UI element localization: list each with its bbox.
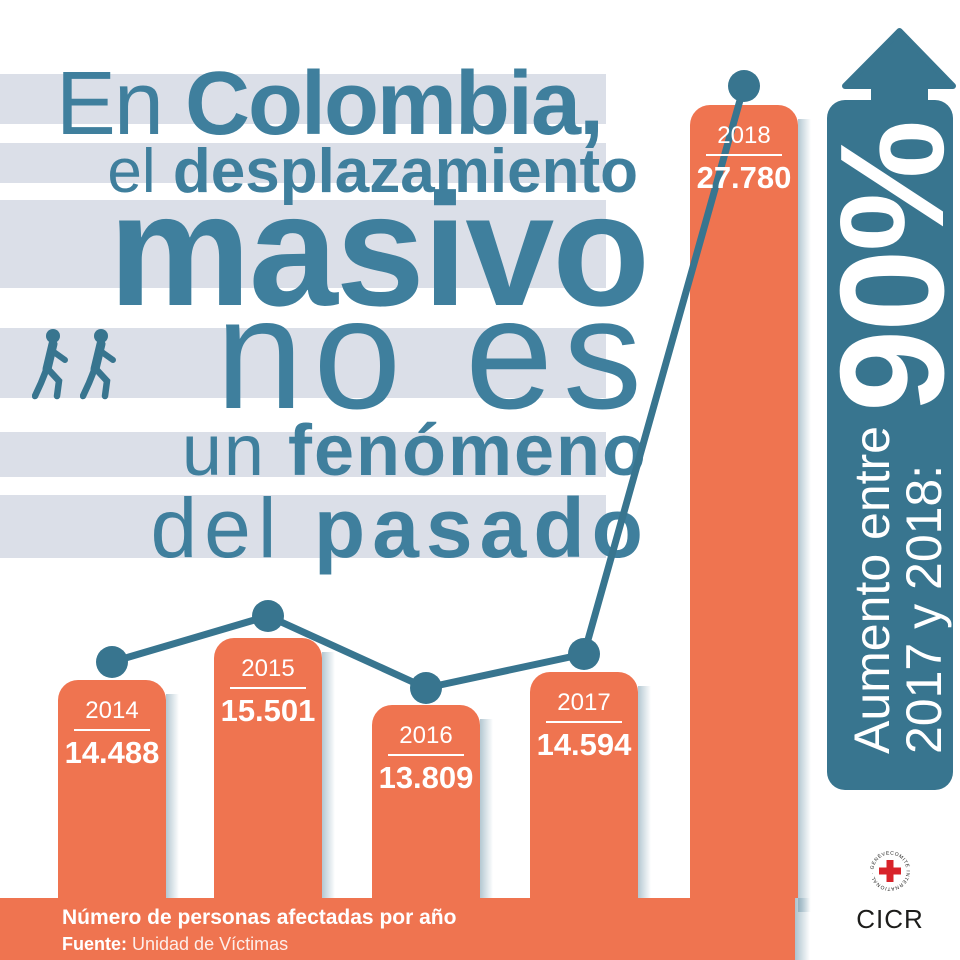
increase-annotation-label: Aumento entre 2017 y 2018: bbox=[844, 426, 952, 754]
red-cross-emblem-icon: COMITÉ INTERNATIONAL · GENÈVE · bbox=[849, 841, 911, 892]
bar-label-2017: 2017 14.594 bbox=[536, 689, 632, 762]
bar-2016 bbox=[372, 705, 493, 912]
headline-line-1: En Colombia, bbox=[55, 54, 604, 154]
cicr-logo: COMITÉ INTERNATIONAL · GENÈVE · CICR bbox=[849, 841, 930, 935]
bar-label-2015: 2015 15.501 bbox=[220, 655, 316, 728]
increase-annotation: Aumento entre 2017 y 2018: 90% bbox=[810, 100, 960, 790]
source-value: Unidad de Víctimas bbox=[132, 934, 289, 954]
bar-2017 bbox=[530, 672, 651, 912]
chart-caption: Número de personas afectadas por año bbox=[62, 906, 457, 929]
dot-2017 bbox=[568, 638, 600, 670]
dot-2014 bbox=[96, 646, 128, 678]
walking-person-icon bbox=[32, 329, 68, 400]
increase-annotation-value: 90% bbox=[810, 121, 960, 413]
dot-2016 bbox=[410, 672, 442, 704]
bar-label-2016: 2016 13.809 bbox=[378, 722, 474, 795]
headline-line-6: del pasado bbox=[150, 481, 650, 575]
walking-people-icon bbox=[32, 328, 120, 402]
bar-label-2014: 2014 14.488 bbox=[64, 697, 160, 770]
dot-2018 bbox=[728, 70, 760, 102]
chart-source: Fuente: Unidad de Víctimas bbox=[62, 934, 288, 955]
bar-2018 bbox=[690, 105, 811, 912]
dot-2015 bbox=[252, 600, 284, 632]
walking-person-icon bbox=[80, 329, 116, 400]
headline-line-4: no es bbox=[215, 266, 652, 442]
footer-band: Número de personas afectadas por año Fue… bbox=[0, 898, 810, 960]
bar-2014 bbox=[58, 680, 179, 912]
source-label: Fuente: bbox=[62, 934, 127, 954]
headline-line-5: un fenómeno bbox=[181, 411, 648, 491]
cicr-logo-text: CICR bbox=[856, 904, 924, 934]
bar-label-2018: 2018 27.780 bbox=[696, 122, 792, 195]
